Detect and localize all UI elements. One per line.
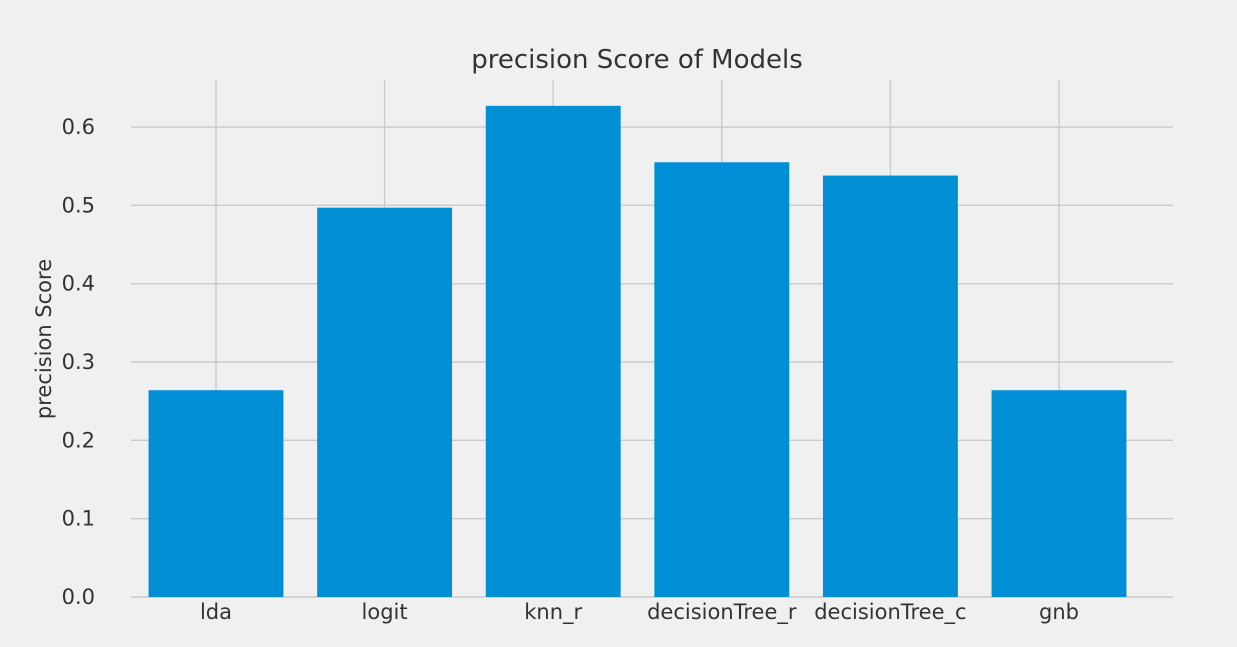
bar-decisiontree-r xyxy=(654,162,790,597)
x-tick-label: logit xyxy=(362,600,408,624)
bar-decisiontree-c xyxy=(822,175,958,598)
y-tick-labels: 0.0 0.1 0.2 0.3 0.4 0.5 0.6 xyxy=(62,115,95,609)
y-axis-label: precision Score xyxy=(32,259,56,419)
y-tick-label: 0.1 xyxy=(62,507,95,531)
bar-knn-r xyxy=(485,105,621,597)
x-tick-label: lda xyxy=(200,600,232,624)
x-tick-label: knn_r xyxy=(524,600,582,625)
y-tick-label: 0.5 xyxy=(62,193,95,217)
x-tick-label: decisionTree_c xyxy=(814,600,966,625)
bar-gnb xyxy=(991,390,1127,597)
y-tick-label: 0.6 xyxy=(62,115,95,139)
x-tick-label: decisionTree_r xyxy=(647,600,797,625)
y-tick-label: 0.0 xyxy=(62,585,95,609)
x-tick-labels: lda logit knn_r decisionTree_r decisionTree_… xyxy=(200,600,1079,625)
bar-logit xyxy=(317,207,453,597)
bar-lda xyxy=(148,390,284,597)
y-tick-label: 0.4 xyxy=(62,272,95,296)
bars xyxy=(148,105,1127,598)
y-tick-label: 0.2 xyxy=(62,428,95,452)
chart-title: precision Score of Models xyxy=(471,45,803,75)
y-tick-label: 0.3 xyxy=(62,350,95,374)
x-tick-label: gnb xyxy=(1039,600,1079,624)
